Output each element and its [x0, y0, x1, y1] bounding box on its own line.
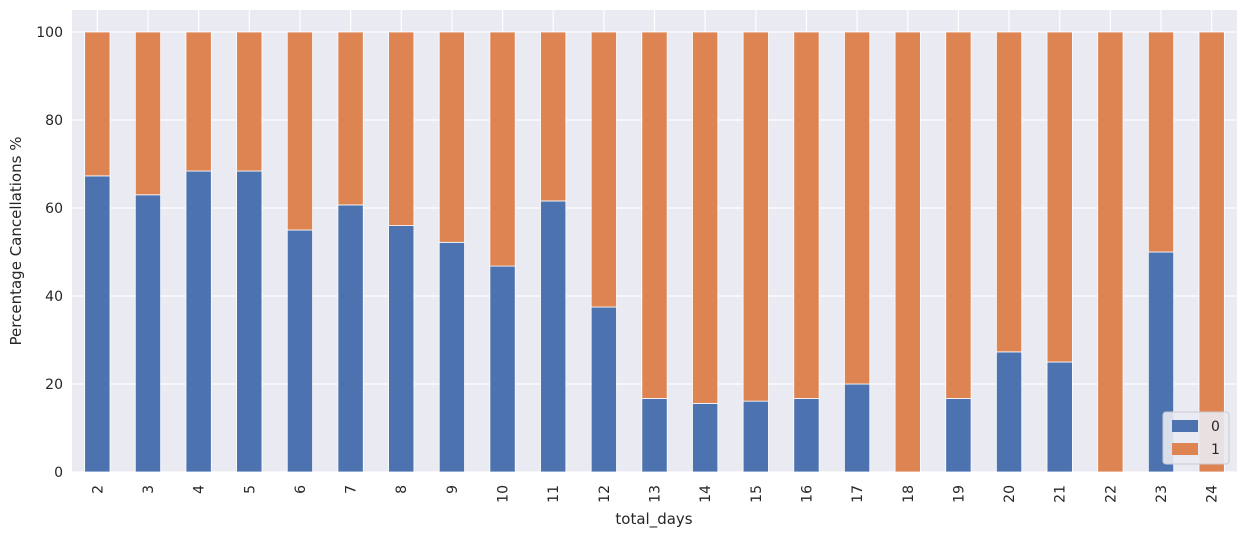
bar-series-1-13	[641, 31, 668, 399]
x-tick-label: 21	[1053, 485, 1069, 503]
bar-series-1-10	[489, 31, 516, 267]
bars	[84, 31, 1225, 473]
bar-series-1-12	[590, 31, 617, 308]
y-tick-label: 80	[45, 113, 63, 129]
bar-series-0-3	[134, 194, 162, 473]
x-tick-label: 9	[445, 485, 461, 494]
bar-series-0-20	[996, 351, 1023, 473]
x-tick-label: 13	[648, 485, 664, 503]
bar-series-0-10	[489, 265, 516, 473]
x-tick-label: 2	[90, 485, 106, 494]
legend-swatch-1	[1172, 443, 1198, 455]
x-tick-label: 5	[242, 485, 258, 494]
legend-label-0: 0	[1211, 419, 1220, 435]
bar-series-1-19	[945, 31, 972, 399]
bar-series-1-24	[1198, 31, 1225, 473]
y-tick-label: 40	[45, 289, 63, 305]
bar-series-1-18	[894, 31, 921, 473]
legend-swatch-0	[1172, 420, 1198, 432]
x-tick-label: 4	[192, 485, 208, 494]
bar-series-1-14	[692, 31, 719, 404]
bar-series-0-16	[793, 398, 820, 473]
x-tick-label: 22	[1103, 485, 1119, 503]
x-axis-title: total_days	[615, 510, 692, 529]
y-axis-title: Percentage Cancellations %	[7, 137, 25, 346]
legend: 0 1	[1162, 411, 1230, 465]
bar-series-0-7	[337, 204, 364, 473]
bar-series-0-14	[692, 402, 719, 473]
x-tick-labels: 2 3 4 5 6 7 8 9 10 11 12 13 14 15 16 17 18 19 20 21 22 23 24	[90, 485, 1220, 503]
x-tick-label: 3	[141, 485, 157, 494]
x-tick-label: 14	[698, 485, 714, 503]
bar-series-0-6	[286, 229, 313, 473]
bar-series-1-3	[134, 31, 162, 196]
bar-series-0-21	[1046, 361, 1073, 473]
bar-series-0-17	[844, 383, 871, 473]
bar-series-0-4	[185, 170, 212, 473]
bar-series-0-9	[438, 241, 465, 473]
bar-series-1-6	[286, 31, 313, 231]
x-tick-label: 6	[293, 485, 309, 494]
y-tick-label: 0	[54, 465, 63, 481]
y-tick-label: 20	[45, 377, 63, 393]
x-tick-label: 19	[951, 485, 967, 503]
x-tick-label: 18	[901, 485, 917, 503]
y-tick-label: 60	[45, 201, 63, 217]
bar-series-1-8	[388, 31, 415, 227]
x-tick-label: 23	[1154, 485, 1170, 503]
bar-series-0-15	[742, 400, 769, 473]
bar-series-1-17	[844, 31, 871, 385]
bar-series-0-13	[641, 398, 668, 473]
bar-series-1-9	[438, 31, 465, 243]
bar-series-1-11	[540, 31, 567, 202]
bar-series-0-2	[84, 175, 111, 473]
y-tick-labels: 0 20 40 60 80 100	[36, 25, 63, 481]
x-tick-label: 17	[850, 485, 866, 503]
y-tick-label: 100	[36, 25, 63, 41]
bar-series-1-21	[1046, 31, 1073, 363]
bar-series-0-11	[540, 200, 567, 473]
x-tick-label: 20	[1002, 485, 1018, 503]
bar-series-1-20	[996, 31, 1023, 353]
bar-series-1-2	[84, 31, 111, 177]
bar-series-1-4	[185, 31, 212, 172]
x-tick-label: 15	[749, 485, 765, 503]
legend-label-1: 1	[1211, 442, 1220, 458]
bar-series-1-15	[742, 31, 769, 402]
x-tick-label: 11	[546, 485, 562, 503]
bar-series-1-7	[337, 31, 364, 206]
bar-series-1-5	[236, 31, 263, 172]
bar-series-0-19	[945, 398, 972, 473]
bar-series-1-22	[1097, 31, 1124, 473]
bar-series-0-12	[590, 306, 617, 473]
x-tick-label: 10	[496, 485, 512, 503]
x-tick-label: 8	[394, 485, 410, 494]
bar-series-0-8	[388, 225, 415, 473]
bar-series-1-16	[793, 31, 820, 399]
x-tick-label: 16	[799, 485, 815, 503]
bar-series-1-23	[1147, 31, 1175, 253]
x-tick-label: 12	[597, 485, 613, 503]
x-tick-label: 24	[1205, 485, 1221, 503]
x-tick-label: 7	[344, 485, 360, 494]
bar-series-0-5	[236, 170, 263, 473]
